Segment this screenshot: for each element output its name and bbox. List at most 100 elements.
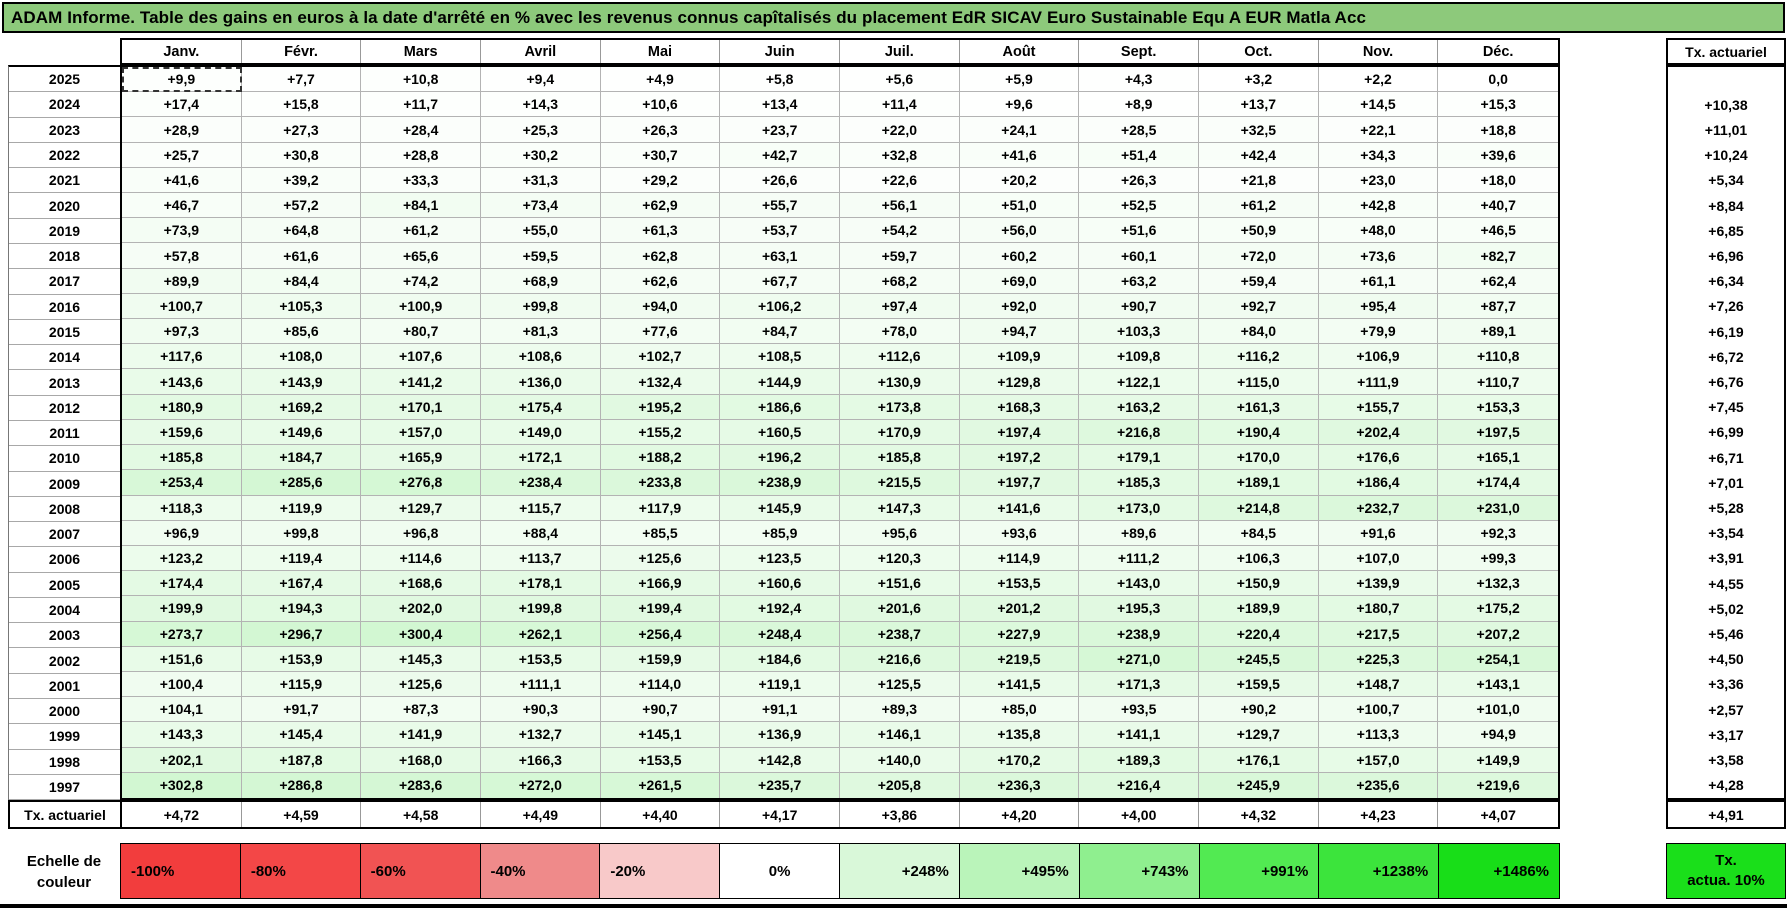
gain-cell[interactable]: +174,4 [122,571,242,597]
gain-cell[interactable]: +68,9 [480,268,601,294]
gain-cell[interactable]: +180,9 [122,394,242,420]
overall-tx-value[interactable]: +4,91 [1666,800,1786,829]
tx-actuariel-value[interactable]: +7,45 [1708,399,1744,416]
gain-cell[interactable]: +108,6 [480,344,601,370]
year-label[interactable]: 1999 [9,724,120,750]
gain-cell[interactable]: +192,4 [720,596,840,622]
gain-cell[interactable]: +107,0 [1318,545,1439,572]
year-label[interactable]: 2024 [9,92,120,118]
gain-cell[interactable]: +97,3 [122,319,242,345]
gain-cell[interactable]: +220,4 [1198,621,1319,647]
gain-cell[interactable]: +197,2 [959,445,1080,471]
gain-cell[interactable]: +102,7 [600,344,721,370]
gain-cell[interactable]: +117,9 [600,495,721,521]
gain-cell[interactable]: +23,0 [1318,167,1439,194]
gain-cell[interactable]: +148,7 [1318,671,1439,698]
gain-cell[interactable]: +145,1 [600,722,721,748]
gain-cell[interactable]: +65,6 [361,243,481,269]
gain-cell[interactable]: +195,3 [1079,596,1199,622]
gain-cell[interactable]: +41,6 [959,142,1080,168]
gain-cell[interactable]: +173,0 [1079,495,1199,521]
gain-cell[interactable]: +123,2 [122,545,242,572]
gain-cell[interactable]: +96,9 [122,520,242,546]
monthly-tx-value[interactable]: +4,59 [242,802,362,827]
gain-cell[interactable]: +149,6 [241,419,362,446]
gain-cell[interactable]: +78,0 [839,319,960,345]
gain-cell[interactable]: +109,8 [1079,344,1199,370]
gain-cell[interactable]: +113,7 [480,545,601,572]
gain-cell[interactable]: +146,1 [839,722,960,748]
gain-cell[interactable]: +62,9 [600,193,721,219]
gain-cell[interactable]: +89,9 [122,268,242,294]
gain-cell[interactable]: +100,4 [122,671,242,698]
gain-cell[interactable]: +84,5 [1198,520,1319,546]
gain-cell[interactable]: +74,2 [361,268,481,294]
gain-cell[interactable]: +233,8 [600,470,721,496]
gain-cell[interactable]: +201,6 [839,596,960,622]
gain-cell[interactable]: +253,4 [122,470,242,496]
gain-cell[interactable]: +151,6 [839,571,960,597]
gain-cell[interactable]: +105,3 [241,293,362,320]
gain-cell[interactable]: +2,2 [1318,67,1439,93]
gain-cell[interactable]: +91,1 [720,697,840,723]
gain-cell[interactable]: +11,7 [361,92,481,118]
year-label[interactable]: 2018 [9,243,120,270]
gain-cell[interactable]: +3,2 [1198,67,1319,93]
gain-cell[interactable]: +106,2 [720,293,840,320]
gain-cell[interactable]: +185,8 [122,445,242,471]
gain-cell[interactable]: +14,5 [1318,92,1439,118]
gain-cell[interactable]: +87,3 [361,697,481,723]
gain-cell[interactable]: +132,4 [600,369,721,395]
gain-cell[interactable]: +24,1 [959,117,1080,143]
gain-cell[interactable]: +149,0 [480,419,601,446]
gain-cell[interactable]: +232,7 [1318,495,1439,521]
gain-cell[interactable]: +168,0 [361,747,481,773]
gain-cell[interactable]: +30,8 [241,142,362,168]
gain-cell[interactable]: +61,2 [1198,193,1319,219]
gain-cell[interactable]: +56,0 [959,218,1080,244]
gain-cell[interactable]: +99,3 [1438,545,1558,572]
gain-cell[interactable]: +62,4 [1438,268,1558,294]
gain-cell[interactable]: +202,1 [122,747,242,773]
gain-cell[interactable]: +26,6 [720,167,840,194]
gain-cell[interactable]: +4,9 [600,67,721,93]
gain-cell[interactable]: +51,4 [1079,142,1199,168]
gain-cell[interactable]: +10,8 [361,67,481,93]
gain-cell[interactable]: +215,5 [839,470,960,496]
gain-cell[interactable]: +145,3 [361,646,481,672]
gain-cell[interactable]: +55,7 [720,193,840,219]
gain-cell[interactable]: +91,6 [1318,520,1439,546]
gain-cell[interactable]: +111,9 [1318,369,1439,395]
gain-cell[interactable]: +53,7 [720,218,840,244]
gain-cell[interactable]: +106,3 [1198,545,1319,572]
gain-cell[interactable]: +39,6 [1438,142,1558,168]
gain-cell[interactable]: +29,2 [600,167,721,194]
gain-cell[interactable]: +173,8 [839,394,960,420]
gain-cell[interactable]: +174,4 [1438,470,1558,496]
tx-actuariel-value[interactable]: +3,58 [1708,752,1744,769]
gain-cell[interactable]: +114,0 [600,671,721,698]
gain-cell[interactable]: +119,1 [720,671,840,698]
gain-cell[interactable]: +5,9 [959,67,1080,93]
gain-cell[interactable]: +22,0 [839,117,960,143]
gain-cell[interactable]: +143,9 [241,369,362,395]
gain-cell[interactable]: +85,9 [720,520,840,546]
gain-cell[interactable]: +55,0 [480,218,601,244]
gain-cell[interactable]: +21,8 [1198,167,1319,194]
year-label[interactable]: 2008 [9,496,120,523]
tx-actuariel-value[interactable]: +6,96 [1708,248,1744,265]
gain-cell[interactable]: +166,9 [600,571,721,597]
gain-cell[interactable]: +235,7 [720,772,840,798]
gain-cell[interactable]: +195,2 [600,394,721,420]
gain-cell[interactable]: +197,4 [959,419,1080,446]
gain-cell[interactable]: +205,8 [839,772,960,798]
gain-cell[interactable]: +9,9 [122,67,242,93]
gain-cell[interactable]: +112,6 [839,344,960,370]
gain-cell[interactable]: +85,6 [241,319,362,345]
gain-cell[interactable]: +151,6 [122,646,242,672]
gain-cell[interactable]: +235,6 [1318,772,1439,798]
year-label[interactable]: 2005 [9,572,120,598]
gain-cell[interactable]: +153,5 [959,571,1080,597]
gain-cell[interactable]: +302,8 [122,772,242,798]
gain-cell[interactable]: +115,9 [241,671,362,698]
